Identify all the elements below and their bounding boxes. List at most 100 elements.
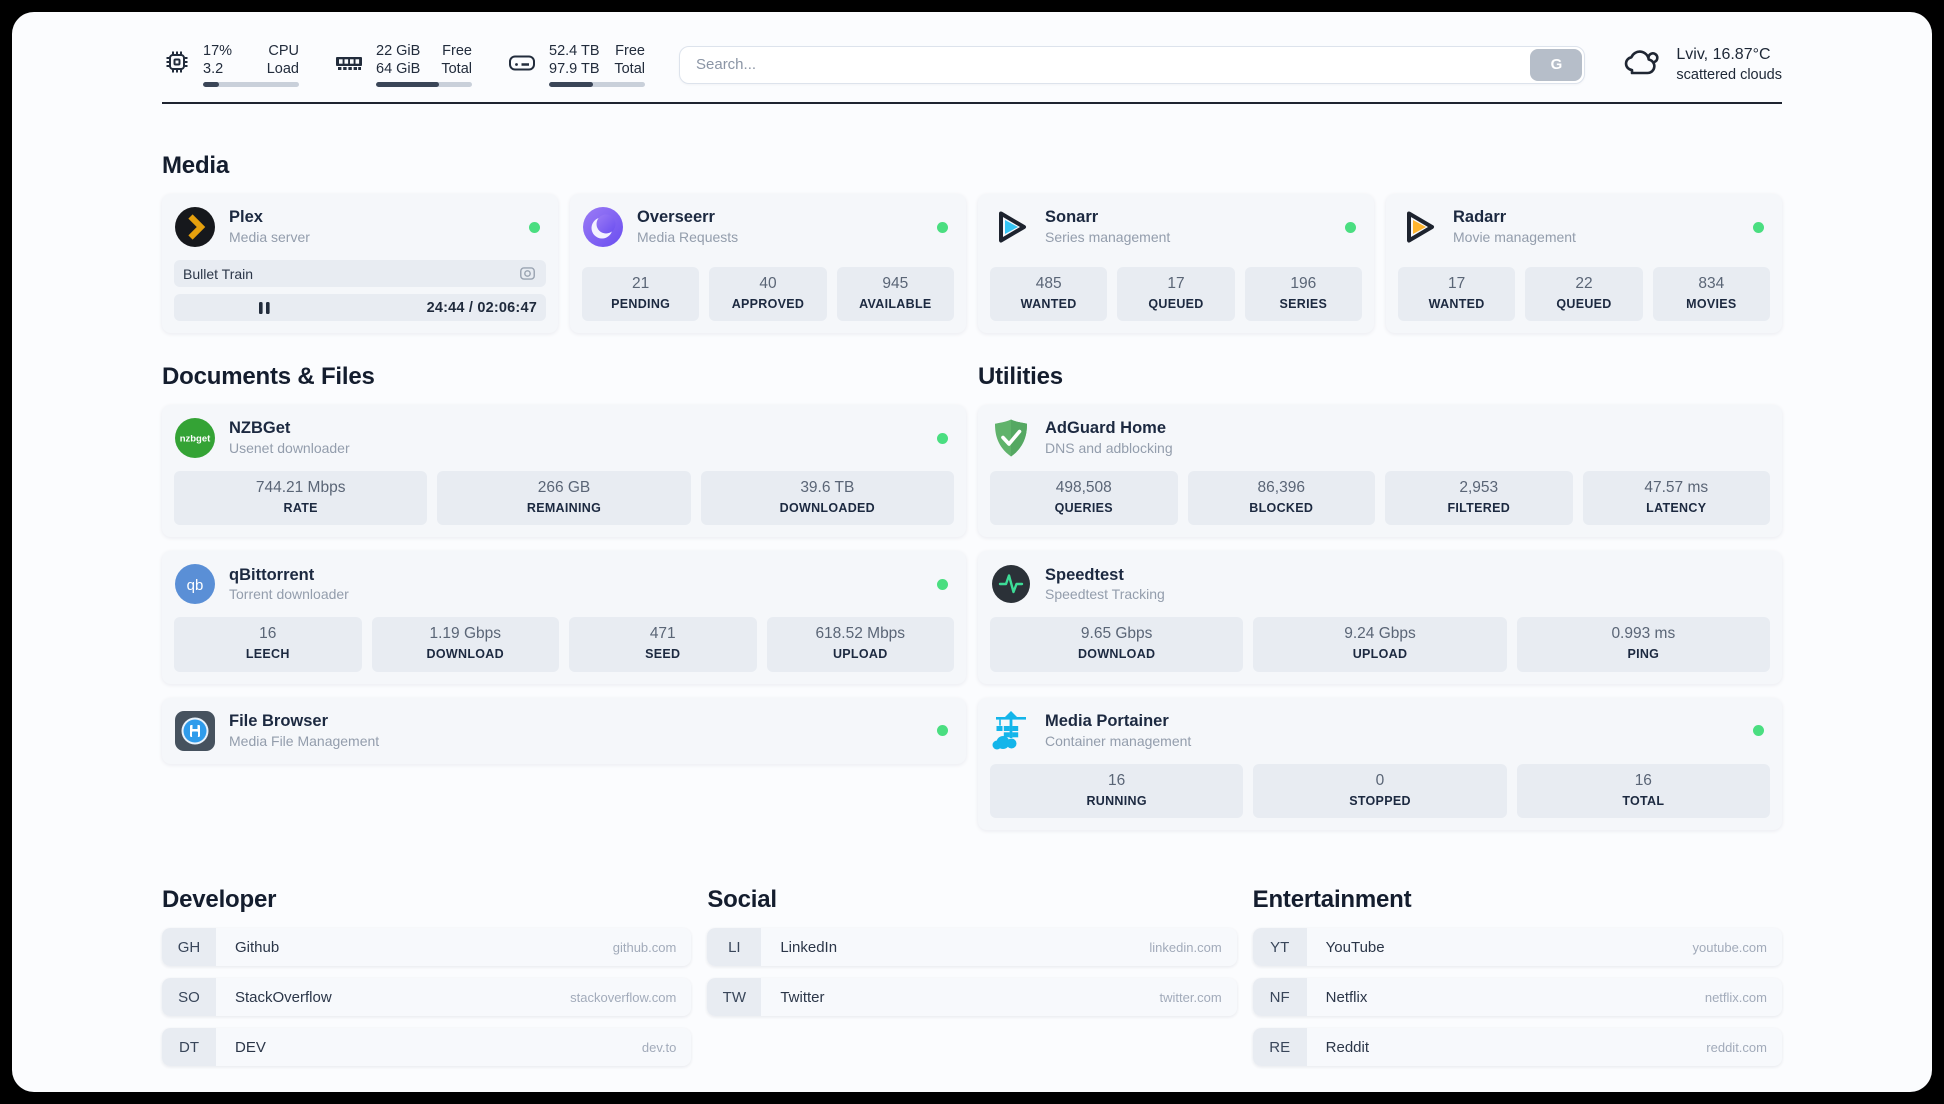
nzbget-icon: nzbget xyxy=(174,417,216,459)
cpu-load-label: Load xyxy=(266,61,299,78)
cpu-icon xyxy=(162,47,192,82)
overseerr-icon xyxy=(582,206,624,248)
overseerr-description: Media Requests xyxy=(637,229,739,246)
section-title-developer: Developer xyxy=(162,886,277,914)
bookmark-name: LinkedIn xyxy=(780,938,838,956)
portainer-card[interactable]: Media Portainer Container management 16 … xyxy=(978,697,1782,831)
plex-card[interactable]: Plex Media server Bullet Train xyxy=(162,194,558,333)
disk-free-label: Free xyxy=(615,43,645,60)
bookmark-name: Github xyxy=(235,938,280,956)
stackoverflow-abbr-badge: SO xyxy=(162,978,216,1017)
sonarr-name: Sonarr xyxy=(1045,208,1099,227)
cpu-stat: 17% CPU 3.2 Load xyxy=(162,42,299,87)
svg-text:qb: qb xyxy=(187,577,204,594)
speedtest-icon xyxy=(990,563,1032,605)
radarr-name: Radarr xyxy=(1453,208,1507,227)
bookmark-dev[interactable]: DT DEV dev.to xyxy=(162,1028,692,1067)
portainer-status-dot xyxy=(1753,725,1764,737)
radarr-card[interactable]: Radarr Movie management 17 WANTED 22 QUE… xyxy=(1386,194,1782,333)
radarr-description: Movie management xyxy=(1453,229,1576,246)
ram-progressbar xyxy=(376,82,472,87)
bookmark-url: dev.to xyxy=(641,1039,677,1055)
adguard-stat-queries: 498,508 QUERIES xyxy=(990,471,1178,526)
bookmark-youtube[interactable]: YT YouTube youtube.com xyxy=(1252,928,1782,967)
reddit-abbr-badge: RE xyxy=(1252,1028,1307,1067)
system-stats: 17% CPU 3.2 Load xyxy=(162,42,645,87)
portainer-stat-total: 16 TOTAL xyxy=(1516,763,1770,819)
search-input[interactable] xyxy=(679,45,1586,84)
dashboard-page: 17% CPU 3.2 Load xyxy=(12,12,1932,1092)
filebrowser-card[interactable]: File Browser Media File Management xyxy=(162,697,966,764)
radarr-status-dot xyxy=(1753,221,1764,233)
plex-status-dot xyxy=(529,221,540,233)
disk-icon xyxy=(506,47,538,82)
bookmark-linkedin[interactable]: LI LinkedIn linkedin.com xyxy=(707,928,1237,967)
portainer-description: Container management xyxy=(1045,732,1192,749)
section-title-utilities: Utilities xyxy=(978,363,1063,390)
bookmark-name: YouTube xyxy=(1325,938,1385,956)
qbittorrent-stat-download: 1.19 Gbps DOWNLOAD xyxy=(371,617,559,672)
filebrowser-icon xyxy=(174,710,216,752)
speedtest-card[interactable]: Speedtest Speedtest Tracking 9.65 Gbps D… xyxy=(978,551,1782,684)
overseerr-stat-approved: 40 APPROVED xyxy=(709,266,827,321)
qbittorrent-card[interactable]: qb qBittorrent Torrent downloader xyxy=(162,551,966,684)
weather-location-temp: Lviv, 16.87°C xyxy=(1676,45,1771,63)
qbittorrent-stat-upload: 618.52 Mbps UPLOAD xyxy=(766,617,954,672)
sonarr-stat-queued: 17 QUEUED xyxy=(1117,266,1235,321)
bookmark-reddit[interactable]: RE Reddit reddit.com xyxy=(1252,1028,1782,1067)
pause-icon[interactable] xyxy=(258,301,271,315)
weather-widget[interactable]: Lviv, 16.87°C scattered clouds xyxy=(1619,42,1782,87)
bookmark-url: netflix.com xyxy=(1704,989,1767,1005)
cloud-icon xyxy=(1619,42,1663,87)
sonarr-card[interactable]: Sonarr Series management 485 WANTED 17 Q… xyxy=(978,194,1374,333)
weather-condition: scattered clouds xyxy=(1676,66,1782,83)
disk-progressbar xyxy=(549,82,645,87)
speedtest-description: Speedtest Tracking xyxy=(1045,586,1165,603)
search-provider-button[interactable]: G xyxy=(1530,48,1583,81)
qbittorrent-icon: qb xyxy=(174,563,216,605)
qbittorrent-status-dot xyxy=(937,578,948,590)
bookmark-stackoverflow[interactable]: SO StackOverflow stackoverflow.com xyxy=(162,978,692,1017)
nzbget-card[interactable]: nzbget NZBGet Usenet downloader 74 xyxy=(162,405,966,538)
plex-icon xyxy=(174,206,216,248)
radarr-stat-queued: 22 QUEUED xyxy=(1525,266,1643,321)
header-bar: 17% CPU 3.2 Load xyxy=(162,42,1782,87)
adguard-stat-latency: 47.57 ms LATENCY xyxy=(1582,471,1770,526)
overseerr-card[interactable]: Overseerr Media Requests 21 PENDING 40 A… xyxy=(570,194,966,333)
overseerr-status-dot xyxy=(937,221,948,233)
qbittorrent-stat-seed: 471 SEED xyxy=(569,617,757,672)
cpu-load-value: 3.2 xyxy=(203,61,224,78)
plex-playback-progress: 24:44 / 02:06:47 xyxy=(174,294,546,321)
adguard-stat-filtered: 2,953 FILTERED xyxy=(1385,471,1573,526)
netflix-abbr-badge: NF xyxy=(1252,978,1307,1017)
nzbget-stat-remaining: 266 GB REMAINING xyxy=(437,471,691,526)
sonarr-stat-series: 196 SERIES xyxy=(1244,266,1362,321)
section-title-media: Media xyxy=(162,152,230,179)
overseerr-stat-pending: 21 PENDING xyxy=(582,266,700,321)
filebrowser-status-dot xyxy=(937,725,948,737)
plex-now-playing-title: Bullet Train xyxy=(183,265,254,282)
cpu-label: CPU xyxy=(268,43,299,60)
portainer-stat-stopped: 0 STOPPED xyxy=(1253,763,1507,819)
radarr-icon xyxy=(1398,206,1440,248)
twitter-abbr-badge: TW xyxy=(707,978,762,1017)
cpu-value: 17% xyxy=(203,43,233,60)
bookmark-name: DEV xyxy=(235,1038,266,1056)
adguard-description: DNS and adblocking xyxy=(1045,440,1173,457)
ram-free-label: Free xyxy=(442,43,472,60)
filebrowser-description: Media File Management xyxy=(229,732,380,749)
plex-name: Plex xyxy=(229,208,263,227)
svg-text:nzbget: nzbget xyxy=(180,434,211,445)
nzbget-name: NZBGet xyxy=(229,419,291,438)
bookmark-twitter[interactable]: TW Twitter twitter.com xyxy=(707,978,1237,1017)
ram-total-value: 64 GiB xyxy=(376,61,421,78)
bookmark-url: reddit.com xyxy=(1706,1039,1767,1055)
adguard-card[interactable]: AdGuard Home DNS and adblocking 498,508 … xyxy=(978,405,1782,538)
bookmark-netflix[interactable]: NF Netflix netflix.com xyxy=(1252,978,1782,1017)
speedtest-stat-download: 9.65 Gbps DOWNLOAD xyxy=(990,617,1244,672)
disk-total-value: 97.9 TB xyxy=(549,61,600,78)
overseerr-stat-available: 945 AVAILABLE xyxy=(836,266,954,321)
speedtest-name: Speedtest xyxy=(1045,565,1124,584)
plex-playback-time: 24:44 / 02:06:47 xyxy=(426,299,537,316)
bookmark-github[interactable]: GH Github github.com xyxy=(162,928,692,967)
